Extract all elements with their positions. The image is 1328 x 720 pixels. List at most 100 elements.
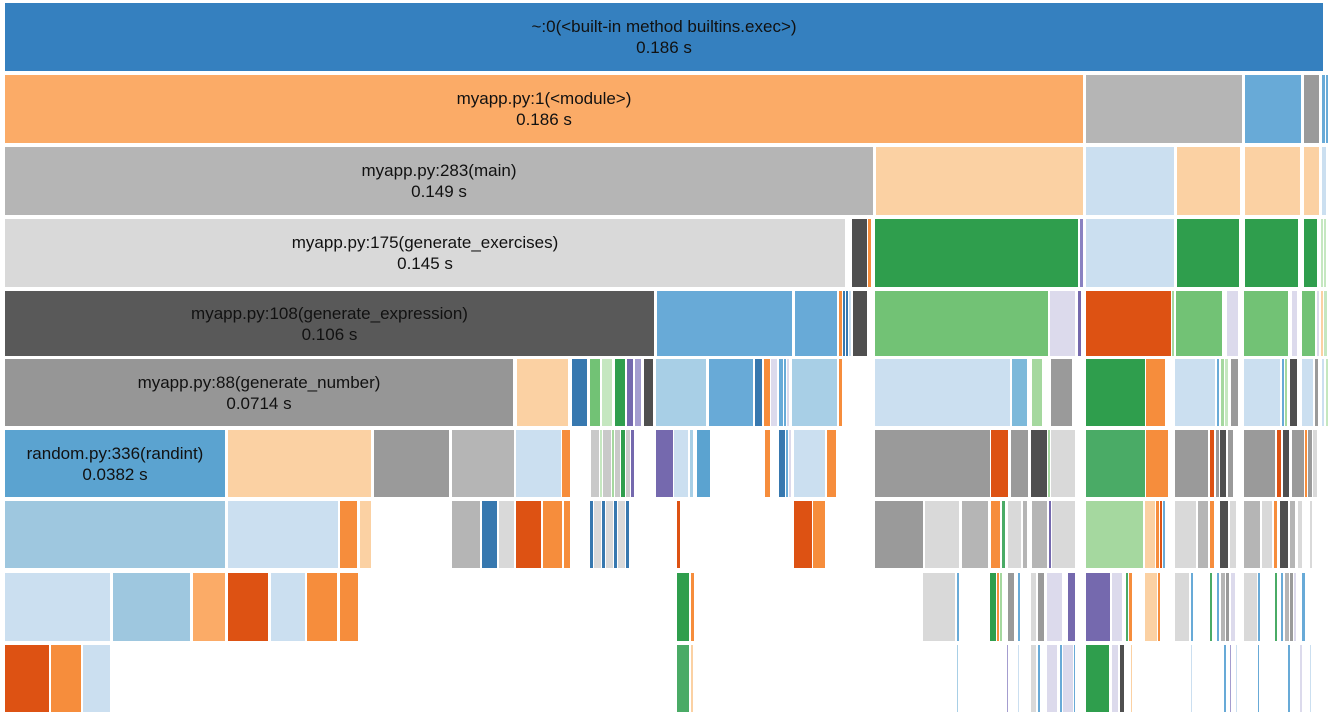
frame-generate-exercises[interactable]: myapp.py:175(generate_exercises) 0.145 s <box>5 219 845 287</box>
frame-segment[interactable] <box>674 430 688 497</box>
frame-segment[interactable] <box>1177 147 1240 215</box>
frame-segment[interactable] <box>1023 501 1027 568</box>
frame-segment[interactable] <box>1322 359 1324 426</box>
frame-segment[interactable] <box>1086 75 1242 143</box>
frame-segment[interactable] <box>113 573 190 641</box>
frame-segment[interactable] <box>1310 645 1311 712</box>
frame-segment[interactable] <box>1060 645 1062 712</box>
frame-segment[interactable] <box>1321 219 1323 287</box>
frame-segment[interactable] <box>1217 359 1219 426</box>
frame-segment[interactable] <box>656 430 673 497</box>
frame-segment[interactable] <box>1086 501 1143 568</box>
frame-segment[interactable] <box>1048 430 1050 497</box>
frame-segment[interactable] <box>1175 359 1215 426</box>
frame-segment[interactable] <box>1321 291 1323 356</box>
frame-segment[interactable] <box>794 501 812 568</box>
frame-segment[interactable] <box>1198 501 1208 568</box>
frame-segment[interactable] <box>590 359 600 426</box>
frame-segment[interactable] <box>1126 573 1128 641</box>
frame-segment[interactable] <box>590 501 593 568</box>
frame-segment[interactable] <box>677 573 689 641</box>
frame-segment[interactable] <box>1191 573 1193 641</box>
frame-segment[interactable] <box>1228 430 1233 497</box>
frame-segment[interactable] <box>1145 501 1155 568</box>
frame-segment[interactable] <box>1322 147 1326 215</box>
frame-segment[interactable] <box>875 359 1010 426</box>
frame-segment[interactable] <box>5 645 49 712</box>
frame-segment[interactable] <box>1086 147 1174 215</box>
frame-segment[interactable] <box>1063 645 1073 712</box>
frame-segment[interactable] <box>1283 430 1289 497</box>
frame-segment[interactable] <box>1007 645 1008 712</box>
frame-segment[interactable] <box>1231 573 1235 641</box>
frame-main[interactable]: myapp.py:283(main) 0.149 s <box>5 147 873 215</box>
frame-segment[interactable] <box>852 219 867 287</box>
frame-randint[interactable]: random.py:336(randint) 0.0382 s <box>5 430 225 497</box>
frame-segment[interactable] <box>846 291 848 356</box>
frame-segment[interactable] <box>1220 501 1228 568</box>
frame-segment[interactable] <box>644 359 653 426</box>
frame-segment[interactable] <box>1120 645 1124 712</box>
frame-segment[interactable] <box>1051 430 1075 497</box>
frame-segment[interactable] <box>1285 359 1287 426</box>
frame-segment[interactable] <box>1317 291 1319 356</box>
frame-exec[interactable]: ~:0(<built-in method builtins.exec>) 0.18… <box>5 3 1323 71</box>
frame-segment[interactable] <box>1031 645 1036 712</box>
frame-segment[interactable] <box>1086 645 1109 712</box>
frame-segment[interactable] <box>612 430 614 497</box>
frame-segment[interactable] <box>789 430 791 497</box>
frame-segment[interactable] <box>827 430 836 497</box>
frame-segment[interactable] <box>839 359 842 426</box>
frame-segment[interactable] <box>786 430 788 497</box>
frame-segment[interactable] <box>1322 75 1325 143</box>
frame-segment[interactable] <box>1217 573 1219 641</box>
frame-segment[interactable] <box>228 573 268 641</box>
frame-segment[interactable] <box>1324 219 1326 287</box>
frame-segment[interactable] <box>795 291 837 356</box>
frame-segment[interactable] <box>1236 645 1237 712</box>
frame-segment[interactable] <box>631 430 634 497</box>
frame-segment[interactable] <box>1018 573 1020 641</box>
frame-segment[interactable] <box>1078 291 1081 356</box>
frame-segment[interactable] <box>1031 430 1047 497</box>
frame-segment[interactable] <box>868 219 871 287</box>
frame-segment[interactable] <box>1262 501 1272 568</box>
frame-segment[interactable] <box>1275 573 1277 641</box>
frame-segment[interactable] <box>925 501 959 568</box>
frame-segment[interactable] <box>1304 147 1319 215</box>
frame-segment[interactable] <box>1245 219 1298 287</box>
frame-segment[interactable] <box>1038 645 1040 712</box>
frame-segment[interactable] <box>1258 645 1259 712</box>
frame-segment[interactable] <box>1011 430 1028 497</box>
frame-segment[interactable] <box>600 430 602 497</box>
frame-segment[interactable] <box>1280 501 1288 568</box>
frame-segment[interactable] <box>1245 75 1301 143</box>
frame-segment[interactable] <box>1221 573 1225 641</box>
frame-segment[interactable] <box>1302 573 1305 641</box>
frame-segment[interactable] <box>1112 573 1122 641</box>
frame-segment[interactable] <box>1281 573 1283 641</box>
frame-segment[interactable] <box>1160 501 1162 568</box>
frame-segment[interactable] <box>839 291 842 356</box>
frame-segment[interactable] <box>1049 501 1051 568</box>
frame-segment[interactable] <box>228 501 338 568</box>
frame-segment[interactable] <box>957 645 958 712</box>
frame-segment[interactable] <box>1258 573 1260 641</box>
frame-segment[interactable] <box>1145 573 1157 641</box>
frame-segment[interactable] <box>1274 501 1277 568</box>
frame-segment[interactable] <box>1226 573 1229 641</box>
frame-segment[interactable] <box>957 573 959 641</box>
frame-segment[interactable] <box>1176 291 1222 356</box>
frame-segment[interactable] <box>606 501 613 568</box>
frame-segment[interactable] <box>656 359 706 426</box>
frame-segment[interactable] <box>1294 573 1296 641</box>
frame-segment[interactable] <box>1210 501 1214 568</box>
frame-segment[interactable] <box>779 359 783 426</box>
frame-segment[interactable] <box>1290 573 1293 641</box>
frame-segment[interactable] <box>1018 645 1019 712</box>
frame-segment[interactable] <box>626 501 629 568</box>
frame-segment[interactable] <box>1305 430 1307 497</box>
frame-segment[interactable] <box>591 430 599 497</box>
frame-segment[interactable] <box>1074 645 1075 712</box>
frame-segment[interactable] <box>875 291 1048 356</box>
